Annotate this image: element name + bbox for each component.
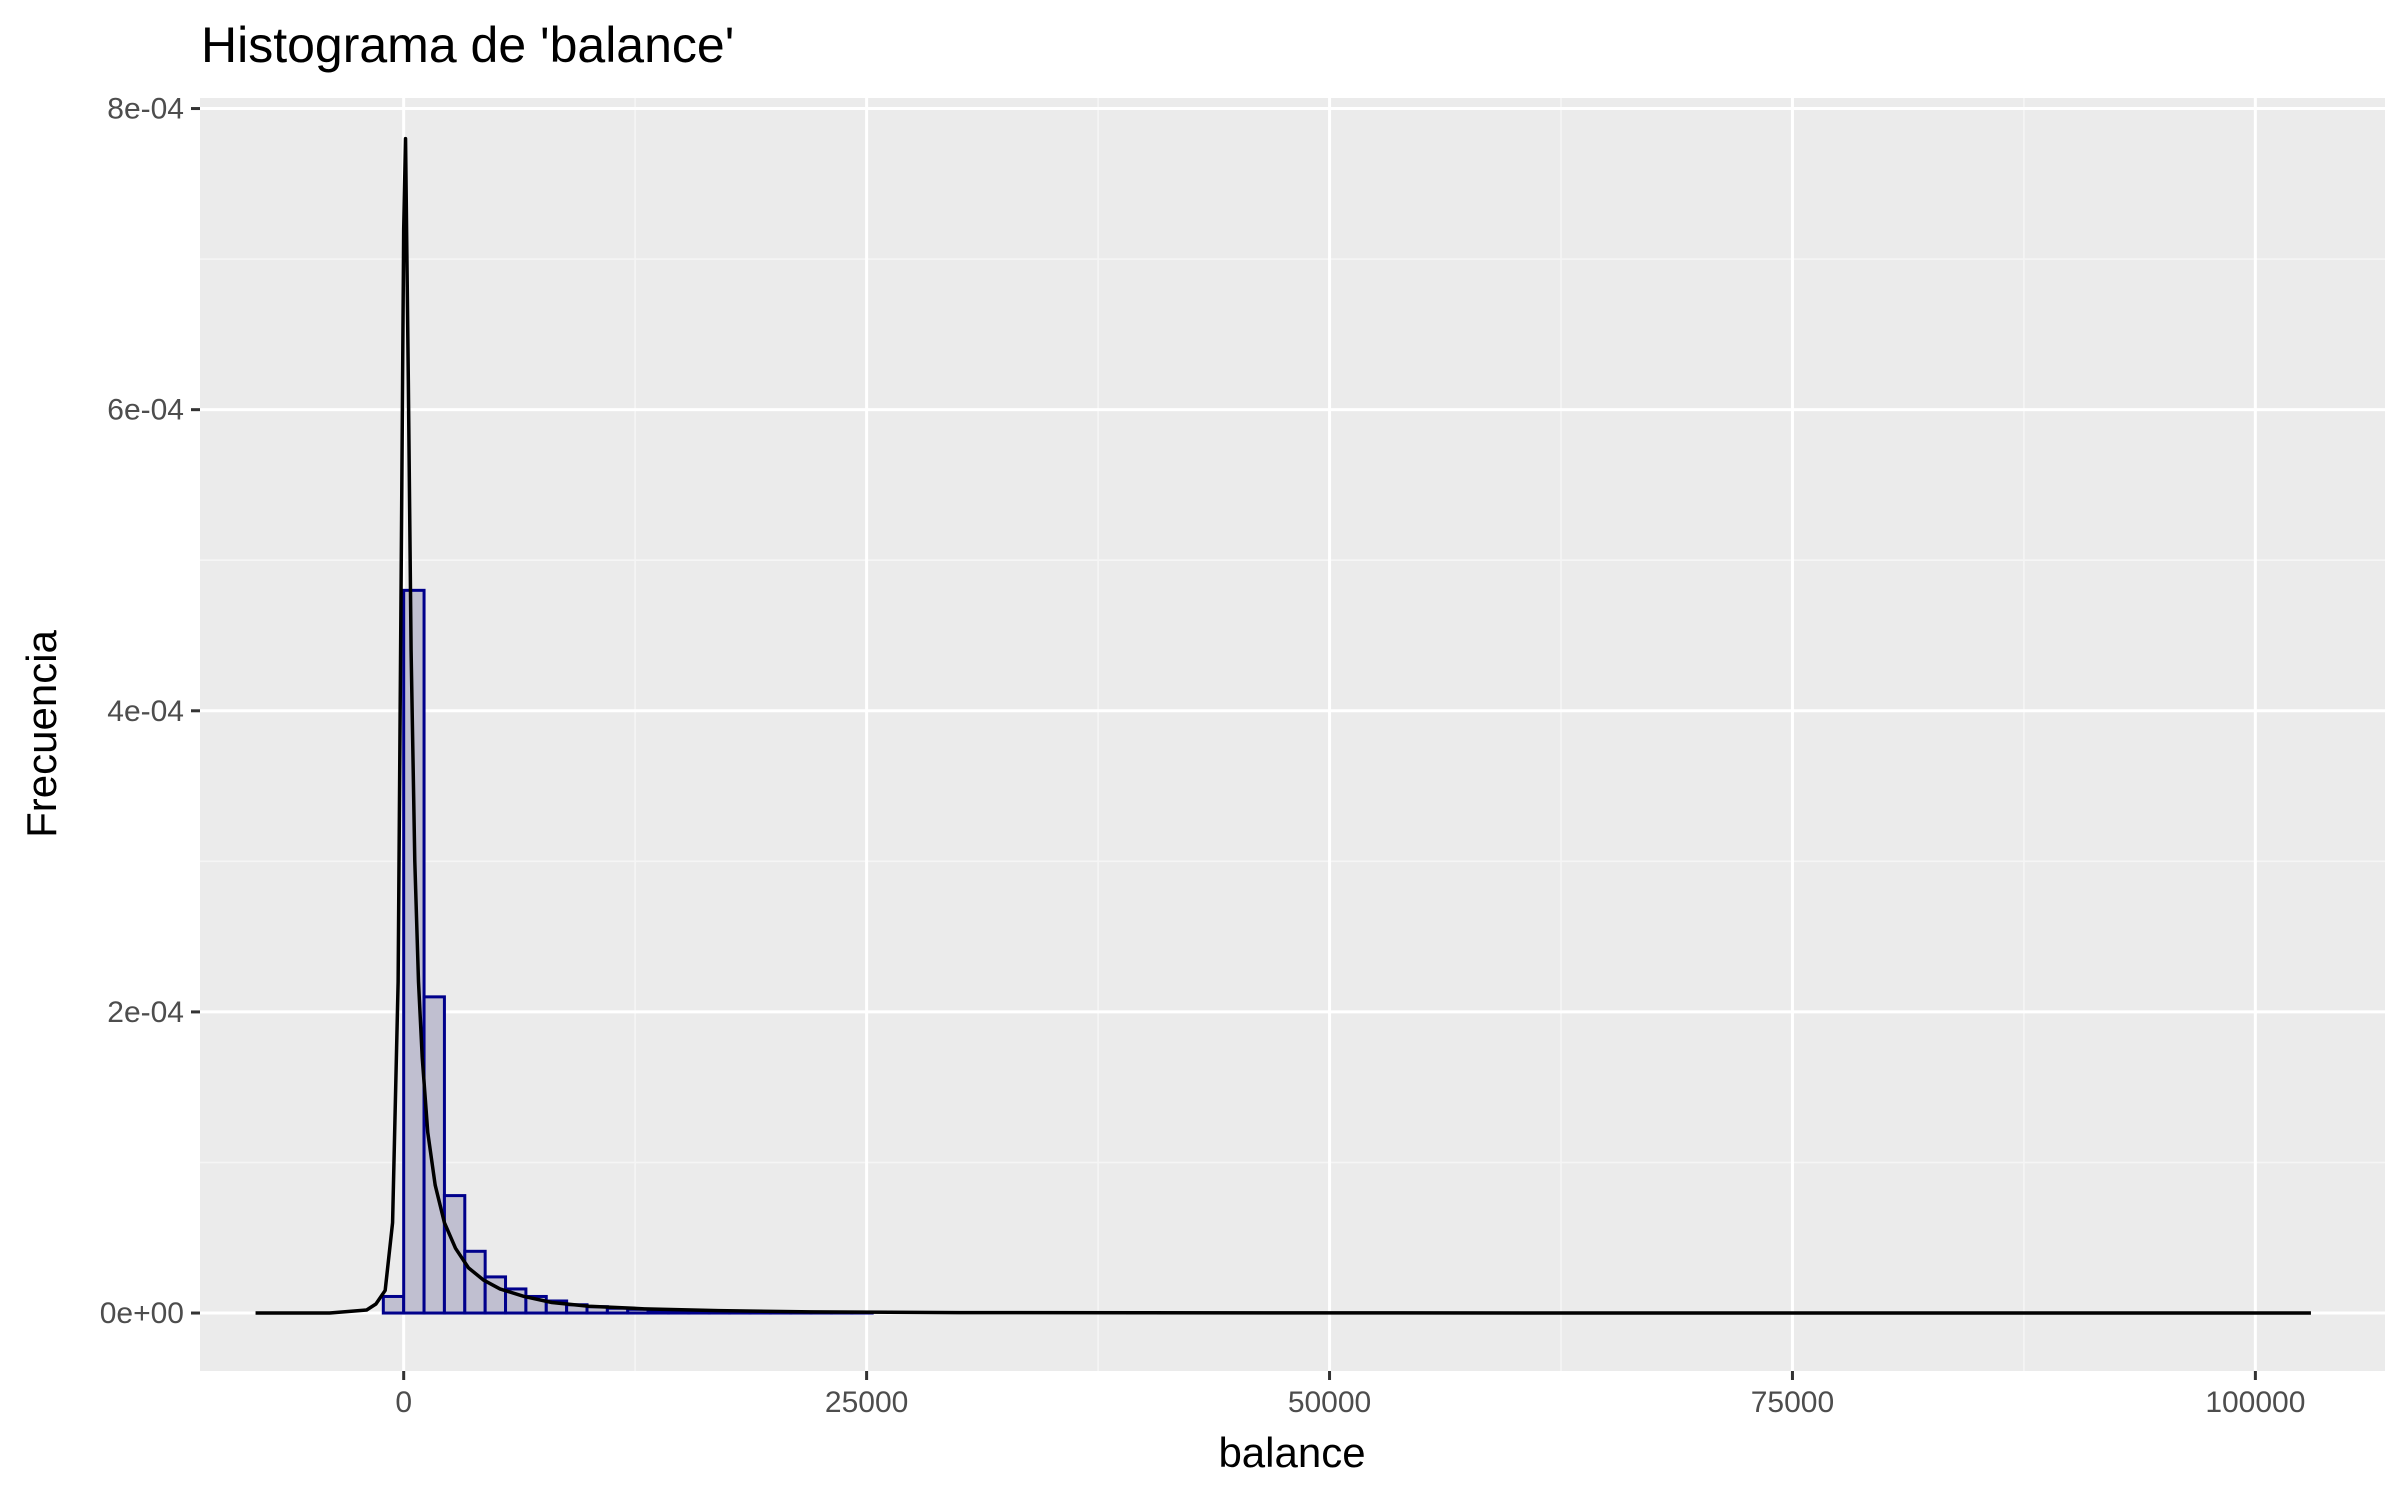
density-curve [255, 136, 2311, 1315]
x-tick-label: 100000 [2205, 1386, 2305, 1419]
histogram-bar [381, 1294, 406, 1315]
x-tick-label: 75000 [1751, 1386, 1834, 1419]
y-axis-title: Frecuencia [18, 629, 65, 837]
y-tick-label: 8e-04 [107, 93, 184, 126]
histogram-bars [381, 588, 874, 1315]
histogram-bar [463, 1249, 487, 1315]
plot-panel [200, 98, 2385, 1371]
y-tick-label: 2e-04 [107, 996, 184, 1029]
y-tick-label: 4e-04 [107, 695, 184, 728]
y-tick-label: 6e-04 [107, 394, 184, 427]
x-tick-label: 0 [395, 1386, 412, 1419]
minor-gridlines [200, 98, 2385, 1371]
histogram-bar [402, 588, 426, 1315]
chart-title: Histograma de 'balance' [201, 17, 734, 73]
histogram-bar [422, 995, 446, 1315]
y-tick-label: 0e+00 [100, 1297, 184, 1330]
histogram-bar [442, 1194, 467, 1315]
x-tick-label: 50000 [1288, 1386, 1371, 1419]
x-tick-label: 25000 [825, 1386, 908, 1419]
x-axis-title: balance [1218, 1429, 1365, 1476]
y-axis: 0e+00 2e-04 4e-04 6e-04 8e-04 [100, 93, 200, 1330]
x-axis: 0 25000 50000 75000 100000 [395, 1371, 2305, 1419]
